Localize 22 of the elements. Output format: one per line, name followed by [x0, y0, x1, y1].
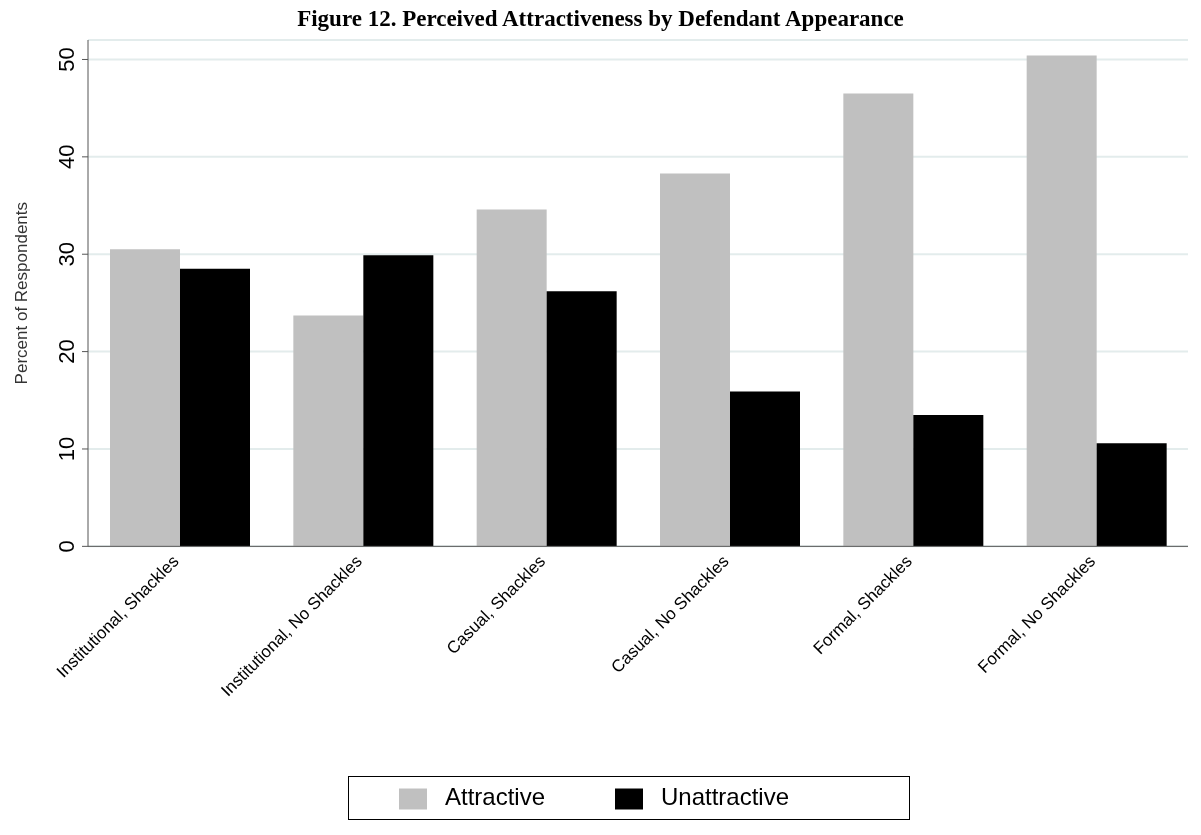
y-axis-title: Percent of Respondents [12, 201, 32, 385]
y-tick-label: 10 [54, 436, 79, 462]
bar [180, 268, 250, 547]
bar [363, 255, 434, 547]
bar [730, 391, 800, 547]
bar [1096, 443, 1167, 547]
bar [660, 173, 730, 547]
bar [913, 414, 984, 547]
bar [1026, 55, 1097, 547]
bar [293, 315, 364, 547]
y-tick-label: 50 [54, 47, 79, 72]
bar [546, 291, 617, 547]
y-tick-label: 0 [54, 540, 79, 553]
y-tick-label: 40 [54, 144, 79, 170]
legend-label: Attractive [444, 783, 545, 811]
y-tick-label: 30 [54, 241, 79, 267]
chart-title: Figure 12. Perceived Attractiveness by Defendant Appearance [296, 6, 905, 31]
bar [110, 249, 180, 547]
legend-label: Unattractive [660, 783, 790, 811]
y-tick-label: 20 [54, 339, 79, 364]
bar [843, 93, 914, 547]
bar [476, 209, 547, 547]
